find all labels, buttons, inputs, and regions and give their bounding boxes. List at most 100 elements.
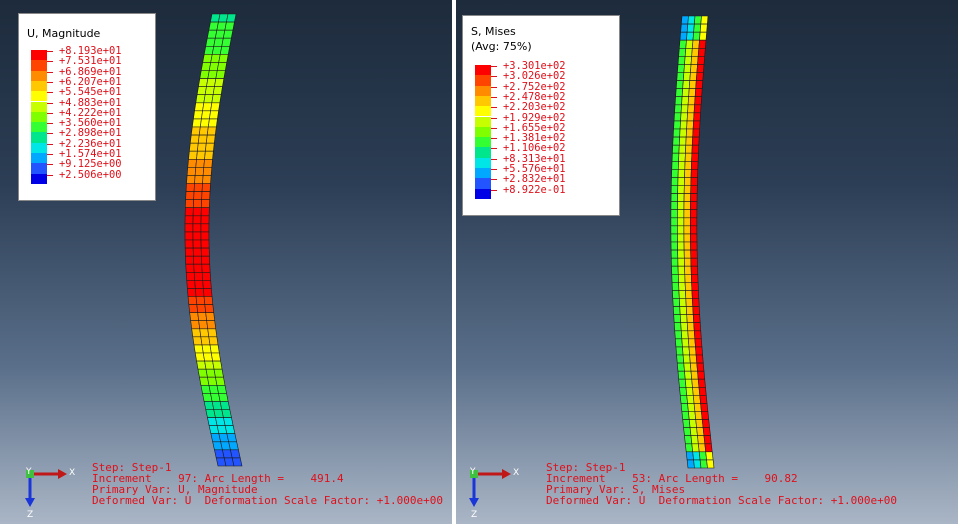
mesh-element: [218, 393, 229, 402]
mesh-element: [198, 126, 209, 136]
mesh-element: [185, 191, 195, 200]
mesh-element: [194, 167, 205, 176]
mesh-element: [686, 322, 695, 332]
legend-tick: [491, 158, 497, 160]
mesh-element: [677, 56, 686, 65]
mesh-element: [670, 257, 679, 267]
mesh-element: [679, 386, 688, 396]
mesh-element: [219, 401, 231, 410]
mesh-element: [214, 78, 225, 87]
legend-title: S, Mises: [471, 25, 516, 38]
legend-value: +8.313e+01: [503, 152, 566, 165]
mesh-element: [672, 128, 681, 138]
mesh-element: [690, 193, 698, 202]
mesh-element: [671, 282, 680, 291]
mesh-element: [677, 160, 686, 170]
mesh-element: [198, 320, 209, 330]
mesh-element: [675, 346, 684, 356]
legend-swatch: [31, 153, 47, 164]
legend-tick: [491, 169, 497, 170]
legend-tick: [47, 143, 53, 145]
axis-x-label: X: [513, 468, 520, 478]
legend-value: +1.655e+02: [503, 121, 566, 134]
legend-value: +9.125e+00: [59, 158, 122, 171]
mesh-element: [684, 378, 693, 388]
increment-label: Increment 53: Arc Length = 90.82: [546, 472, 798, 485]
mesh-element: [186, 280, 196, 289]
mesh-element: [671, 160, 679, 170]
mesh-element: [187, 158, 197, 168]
mesh-element: [690, 233, 698, 243]
mesh-element: [671, 169, 679, 178]
legend-swatch: [31, 173, 47, 184]
legend-swatch: [475, 65, 491, 76]
mesh-element: [690, 201, 698, 211]
mesh-element: [684, 265, 692, 275]
legend-tick: [491, 76, 497, 78]
mesh-element: [201, 344, 212, 354]
mesh-element: [698, 451, 707, 461]
mesh-element: [207, 328, 218, 338]
mesh-element: [673, 112, 682, 122]
legend-swatch: [31, 80, 47, 92]
mesh-element: [201, 271, 212, 281]
mesh-element: [687, 15, 696, 25]
mesh-element: [184, 223, 194, 233]
mesh-element: [204, 150, 214, 160]
mesh-element: [695, 354, 704, 364]
legend-tick: [491, 148, 497, 150]
legend-tick: [47, 51, 53, 52]
mesh-element: [222, 29, 234, 39]
mesh-element: [194, 175, 204, 184]
mesh-element: [704, 443, 713, 453]
legend-swatch: [475, 95, 491, 107]
mesh-element: [691, 290, 700, 299]
mesh-element: [697, 370, 706, 380]
mesh-element: [690, 241, 698, 251]
mesh-element: [670, 185, 679, 194]
legend-tick: [47, 133, 53, 135]
mesh-element: [678, 152, 686, 162]
mesh-element: [192, 215, 202, 225]
mesh-element: [186, 288, 197, 297]
mesh-element: [205, 142, 215, 152]
legend-tick: [491, 189, 497, 191]
mesh-element: [690, 209, 698, 219]
mesh-element: [202, 167, 213, 176]
mesh-element: [691, 298, 700, 307]
mesh-element: [696, 427, 705, 437]
mesh-element: [699, 395, 708, 404]
legend-mises-stress: S, Mises (Avg: 75%) +3.301e+02 +3.026e+02…: [462, 15, 620, 216]
legend-value: +4.222e+01: [59, 106, 122, 119]
mesh-element: [701, 411, 710, 420]
mesh-element: [688, 419, 697, 428]
mesh-element: [690, 273, 699, 283]
mesh-element: [193, 344, 204, 354]
legend-tick: [47, 81, 53, 83]
mesh-element: [221, 409, 232, 418]
mesh-element: [680, 112, 688, 122]
mesh-element: [185, 271, 196, 281]
mesh-element: [688, 411, 697, 420]
mesh-element: [199, 328, 210, 338]
mesh-element: [193, 263, 203, 273]
mesh-element: [230, 449, 241, 459]
mesh-element: [679, 120, 688, 130]
mesh-element: [218, 54, 229, 63]
mesh-element: [197, 134, 208, 144]
mesh-element: [677, 177, 685, 186]
mesh-element: [197, 312, 208, 322]
mesh-element: [699, 31, 707, 41]
mesh-element: [681, 411, 690, 420]
mesh-element: [677, 64, 685, 73]
viewport-left[interactable]: U, Magnitude +8.193e+01 +7.531e+01 +6.869e…: [0, 0, 452, 524]
mesh-element: [691, 39, 700, 49]
mesh-element: [672, 136, 680, 146]
mesh-element: [692, 451, 701, 461]
mesh-element: [696, 64, 705, 73]
mesh-element: [200, 247, 210, 257]
mesh-element: [688, 80, 697, 89]
legend-swatch: [31, 122, 47, 133]
mesh-element: [690, 249, 698, 259]
axis-z-label: Z: [471, 510, 478, 520]
